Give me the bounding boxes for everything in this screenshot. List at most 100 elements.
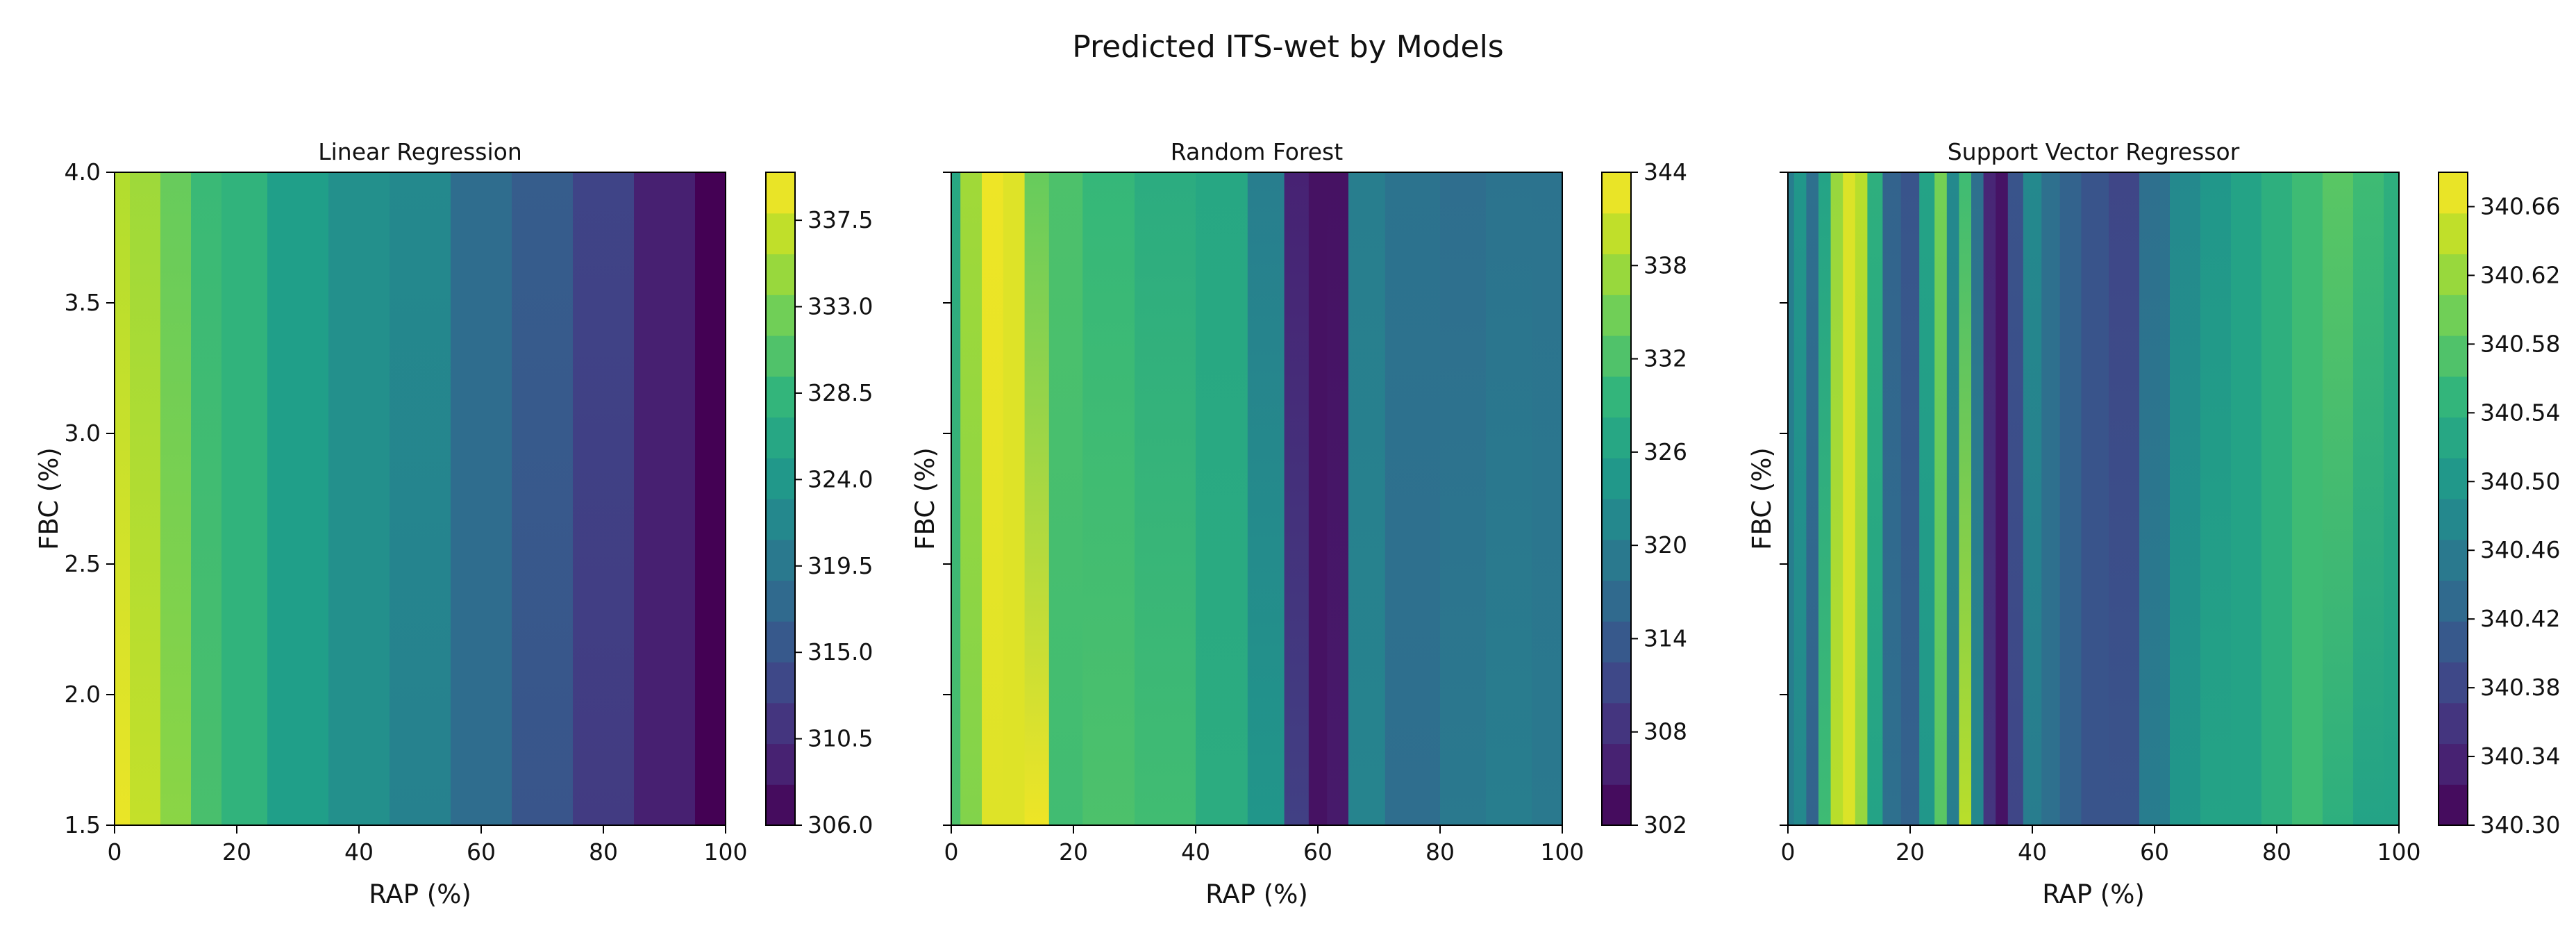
colorbar-segment <box>1602 295 1631 336</box>
contour-band <box>2041 172 2061 825</box>
colorbar: 306.0 310.5 315.0 319.5 324.0 328.5 333.0 337.5 <box>765 172 873 838</box>
colorbar-segment <box>766 702 795 745</box>
colorbar-segment <box>766 458 795 499</box>
plot-frame <box>1787 172 2400 826</box>
contour-band <box>1900 172 1920 825</box>
contour-band <box>1934 172 1948 825</box>
y-tick-label: 4.0 <box>65 158 101 185</box>
y-tick-label: 2.5 <box>65 550 101 577</box>
colorbar-segment <box>1602 662 1631 704</box>
contour-band <box>1971 172 1984 825</box>
colorbar-segment <box>2439 539 2468 581</box>
y-tick-label: 3.0 <box>65 420 101 447</box>
colorbar-segment <box>1602 499 1631 540</box>
colorbar-tick-label: 315.0 <box>808 638 873 665</box>
colorbar-tick-label: 328.5 <box>808 379 873 406</box>
contour-band <box>1946 172 1960 825</box>
colorbar-segment <box>766 539 795 581</box>
contour-fill <box>951 172 1563 825</box>
colorbar: 340.30 340.34 340.38 340.42 340.46 340.50 340.… <box>2438 172 2560 838</box>
colorbar-tick-label: 319.5 <box>808 552 873 579</box>
contour-band <box>1843 172 1856 825</box>
contour-band <box>451 172 512 825</box>
colorbar-segment <box>2439 580 2468 622</box>
colorbar-tick-label: 332 <box>1644 345 1687 372</box>
colorbar-tick-label: 340.54 <box>2480 399 2560 426</box>
x-tick-label: 20 <box>222 838 251 865</box>
contour-band <box>1882 172 1902 825</box>
colorbar-segment <box>2439 254 2468 295</box>
y-axis-ticks <box>943 172 951 826</box>
panel-linear-regression: Linear Regression 0 20 40 60 80 100 1.5 2.0 2.5… <box>34 138 873 909</box>
colorbar-segment <box>1602 621 1631 663</box>
colorbar-frame <box>765 172 796 826</box>
contour-band <box>1959 172 1972 825</box>
contour-band <box>221 172 268 825</box>
panel-random-forest: Random Forest 0 20 40 60 80 100 RAP (%) FBC (… <box>910 138 1687 909</box>
contour-band <box>1284 172 1310 825</box>
contour-band <box>1048 172 1083 825</box>
colorbar-tick-label: 306.0 <box>808 811 873 838</box>
colorbar-tick-label: 337.5 <box>808 206 873 233</box>
contour-band <box>573 172 635 825</box>
contour-band <box>267 172 329 825</box>
contour-band <box>2292 172 2323 825</box>
colorbar-segment <box>1602 213 1631 255</box>
x-tick-label: 60 <box>2140 838 2169 865</box>
panel-title: Random Forest <box>1171 138 1343 165</box>
contour-band <box>2353 172 2384 825</box>
colorbar-segment <box>1602 702 1631 745</box>
x-tick-label: 20 <box>1059 838 1088 865</box>
contour-band <box>960 172 982 825</box>
colorbar: 302 308 314 320 326 332 338 344 <box>1601 158 1687 838</box>
x-axis-label: RAP (%) <box>1205 879 1308 909</box>
colorbar-segment <box>2439 702 2468 745</box>
colorbar-tick-label: 326 <box>1644 438 1687 465</box>
colorbar-segment <box>766 417 795 458</box>
colorbar-tick-label: 320 <box>1644 531 1687 558</box>
colorbar-segment <box>1602 458 1631 499</box>
contour-band <box>1003 172 1026 825</box>
y-axis-label: FBC (%) <box>910 447 940 550</box>
colorbar-tick-label: 340.50 <box>2480 467 2560 495</box>
contour-band <box>1082 172 1135 825</box>
colorbar-segment <box>2439 662 2468 704</box>
contour-band <box>2081 172 2109 825</box>
x-tick-label: 100 <box>2377 838 2421 865</box>
contour-band <box>160 172 192 825</box>
y-axis-label: FBC (%) <box>1747 447 1777 550</box>
colorbar-segment <box>1602 254 1631 295</box>
x-axis-label: RAP (%) <box>369 879 471 909</box>
colorbar-tick-label: 340.34 <box>2480 743 2560 770</box>
plot-frame <box>951 172 1563 826</box>
colorbar-frame <box>2438 172 2468 826</box>
colorbar-segment <box>2439 172 2468 214</box>
colorbar-tick-label: 340.38 <box>2480 674 2560 701</box>
contour-band <box>2384 172 2400 825</box>
colorbar-segment <box>766 335 795 377</box>
contour-band <box>191 172 222 825</box>
contour-band <box>1486 172 1532 825</box>
x-tick-label: 100 <box>704 838 748 865</box>
colorbar-segment <box>2439 621 2468 663</box>
contour-band <box>2007 172 2024 825</box>
contour-band <box>2323 172 2354 825</box>
x-tick-label: 0 <box>108 838 122 865</box>
x-tick-label: 80 <box>589 838 618 865</box>
colorbar-segment <box>1602 539 1631 581</box>
colorbar-segment <box>2439 417 2468 458</box>
contour-band <box>2109 172 2140 825</box>
y-axis-ticks: 1.5 2.0 2.5 3.0 3.5 4.0 <box>65 158 115 838</box>
contour-band <box>634 172 696 825</box>
contour-band <box>1793 172 1807 825</box>
x-tick-label: 100 <box>1541 838 1584 865</box>
contour-band <box>1135 172 1196 825</box>
contour-band <box>2059 172 2082 825</box>
contour-band <box>1385 172 1441 825</box>
contour-band <box>982 172 1004 825</box>
contour-band <box>2200 172 2232 825</box>
contour-fill <box>1788 172 2400 825</box>
contour-band <box>1247 172 1285 825</box>
x-tick-label: 20 <box>1896 838 1925 865</box>
colorbar-segment <box>2439 335 2468 377</box>
